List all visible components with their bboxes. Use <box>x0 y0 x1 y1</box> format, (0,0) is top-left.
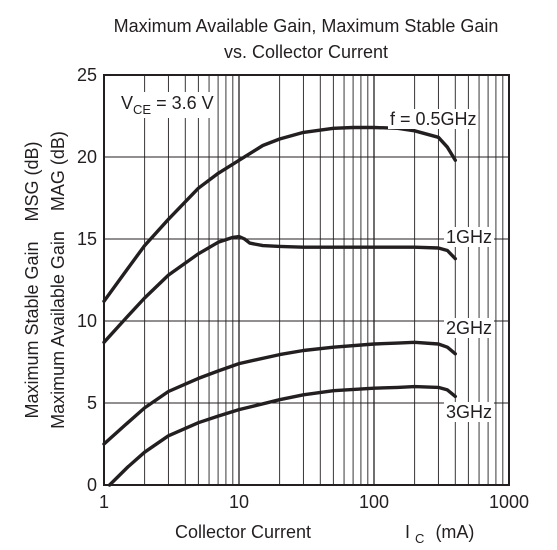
series-line <box>102 340 457 446</box>
series-label-bg <box>444 318 495 338</box>
y-tick-label: 20 <box>77 147 97 167</box>
x-tick-label: 1 <box>99 492 109 512</box>
y-tick-label: 5 <box>87 393 97 413</box>
condition-text: = 3.6 V <box>151 93 214 113</box>
condition-sub: CE <box>133 102 151 117</box>
curves <box>102 125 457 487</box>
y-axis-label-inner: Maximum Available Gain MAG (dB) <box>48 131 68 429</box>
series-label: f = 0.5GHz <box>390 109 477 129</box>
annotations: f = 0.5GHz 1GHz 2GHz 3GHz VCE = 3.6 V <box>118 92 495 422</box>
y-tick-label: 0 <box>87 475 97 495</box>
condition-label: VCE = 3.6 V <box>121 93 214 117</box>
series-line <box>102 234 457 344</box>
y-tick-label: 25 <box>77 65 97 85</box>
condition-prefix: V <box>121 93 133 113</box>
x-axis-label: Collector Current I C (mA) <box>175 522 474 547</box>
x-axis-label-unit: (mA) <box>435 522 474 542</box>
x-tick-label: 10 <box>229 492 249 512</box>
series-label-bg <box>444 402 495 422</box>
chart-title-line1: Maximum Available Gain, Maximum Stable G… <box>114 16 499 36</box>
series-line <box>102 125 457 303</box>
series-label: 2GHz <box>446 318 492 338</box>
tick-labels: 1 10 100 1000 0 5 10 15 20 25 <box>77 65 529 512</box>
y-tick-label: 15 <box>77 229 97 249</box>
series-line <box>107 384 457 487</box>
series-label-bg <box>444 227 495 247</box>
y-tick-label: 10 <box>77 311 97 331</box>
x-axis-label-main: Collector Current <box>175 522 311 542</box>
plot-frame <box>103 74 510 486</box>
x-axis-label-sub: C <box>415 531 424 546</box>
x-tick-label: 1000 <box>489 492 529 512</box>
series-label-bg <box>388 109 479 129</box>
condition-label-bg <box>118 92 217 118</box>
x-axis-label-symbol: I <box>405 522 410 542</box>
y-axis-label-outer: Maximum Stable Gain MSG (dB) <box>22 141 42 418</box>
series-label: 3GHz <box>446 402 492 422</box>
x-tick-label: 100 <box>359 492 389 512</box>
series-label: 1GHz <box>446 227 492 247</box>
chart-title-line2: vs. Collector Current <box>224 42 388 62</box>
